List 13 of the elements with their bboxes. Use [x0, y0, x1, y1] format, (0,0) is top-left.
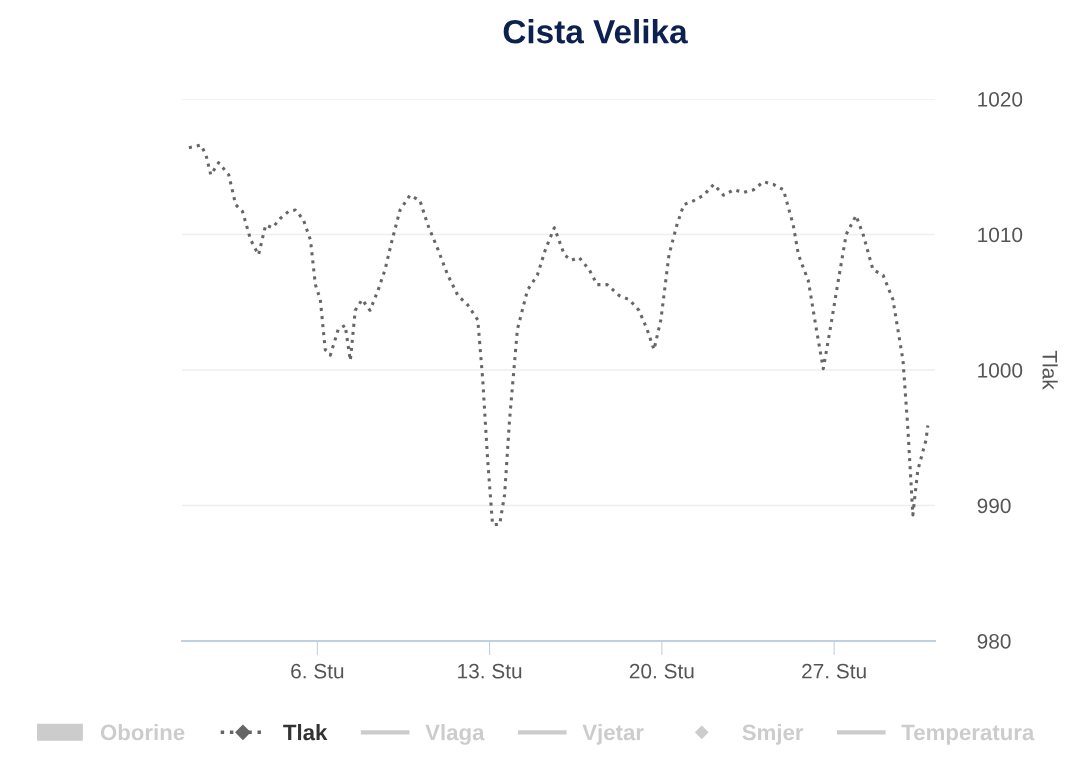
- y-tick-label: 980: [977, 634, 1011, 649]
- y-tick-label: 1000: [978, 363, 1023, 378]
- x-tick-label: 20. Stu: [629, 663, 694, 679]
- x-tick-label: 27. Stu: [802, 663, 866, 679]
- y-tick-label: 990: [977, 498, 1011, 514]
- y-axis-title: Tlak: [1042, 350, 1058, 390]
- y-tick-label: 1020: [978, 92, 1023, 107]
- legend-label: Tlak: [283, 723, 328, 741]
- y-tick-label: 1010: [978, 227, 1023, 243]
- chart-title: Cista Velika: [503, 19, 688, 44]
- x-tick-label: 13. Stu: [458, 663, 522, 679]
- x-tick-label: 6. Stu: [291, 663, 344, 679]
- line-series: [187, 143, 930, 526]
